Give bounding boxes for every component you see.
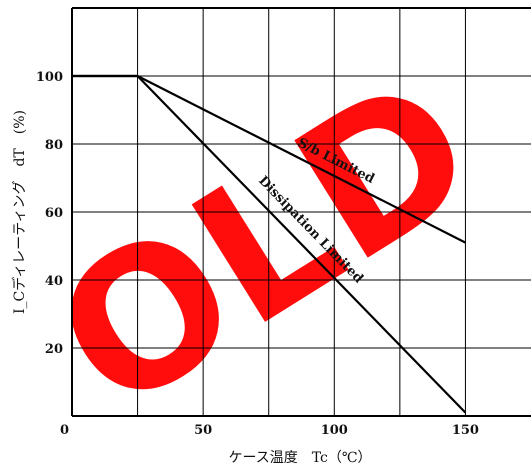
x-tick-label: 100 [321, 423, 348, 438]
y-tick-label: 40 [45, 274, 63, 289]
y-tick-label: 100 [36, 70, 63, 85]
x-tick-label: 50 [194, 423, 212, 438]
plot-frame [71, 7, 531, 417]
series-lines [72, 74, 467, 414]
watermark: OLD [20, 34, 511, 455]
watermark-text: OLD [20, 34, 511, 455]
y-tick-label: 80 [45, 138, 63, 153]
tick-labels: 20 40 60 80 100 0 50 100 150 [36, 70, 479, 438]
grid [72, 8, 531, 416]
series-line-1 [72, 74, 467, 414]
y-tick-label: 20 [45, 342, 63, 357]
y-tick-label: 60 [45, 206, 63, 221]
x-axis-title: ケース温度 Tc（℃） [228, 450, 371, 466]
x-tick-label: 150 [452, 423, 479, 438]
axis-titles: ケース温度 Tc（℃） I_Cディレーティング dT (%) [11, 110, 372, 466]
y-axis-title: I_Cディレーティング dT (%) [11, 110, 28, 314]
x-tick-label: 0 [60, 423, 69, 438]
